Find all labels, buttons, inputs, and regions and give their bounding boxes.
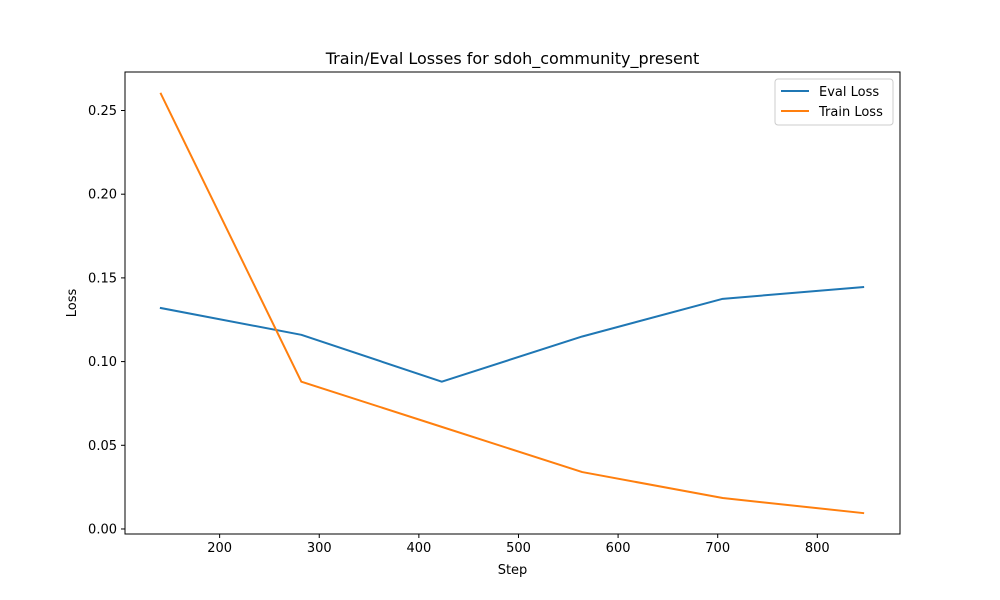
y-axis-label: Loss	[65, 289, 80, 318]
x-tick-label: 200	[207, 541, 232, 556]
legend-label-train-loss: Train Loss	[818, 105, 883, 120]
y-tick-label: 0.05	[88, 439, 117, 454]
series-lines	[159, 92, 865, 515]
x-tick-label: 700	[705, 541, 730, 556]
y-tick-label: 0.25	[88, 104, 117, 119]
x-axis-label: Step	[498, 563, 528, 578]
x-tick-label: 800	[805, 541, 830, 556]
plot-frame	[124, 71, 901, 535]
axis-ticks: 200 300 400 500 600 700 800 0.00 0.05 0.10 0.15 0.2…	[88, 104, 830, 556]
y-tick-label: 0.15	[88, 271, 117, 286]
x-tick-label: 400	[406, 541, 431, 556]
chart-title: Train/Eval Losses for sdoh_community_pre…	[325, 49, 700, 69]
legend-label-eval-loss: Eval Loss	[819, 85, 879, 100]
x-tick-label: 500	[506, 541, 531, 556]
series-line-eval-loss	[159, 286, 865, 383]
x-tick-label: 300	[307, 541, 332, 556]
y-tick-label: 0.00	[88, 522, 117, 537]
legend: Eval Loss Train Loss	[774, 78, 894, 126]
y-tick-label: 0.10	[88, 355, 117, 370]
series-line-train-loss	[159, 92, 865, 515]
y-tick-label: 0.20	[88, 188, 117, 203]
x-tick-label: 600	[606, 541, 631, 556]
